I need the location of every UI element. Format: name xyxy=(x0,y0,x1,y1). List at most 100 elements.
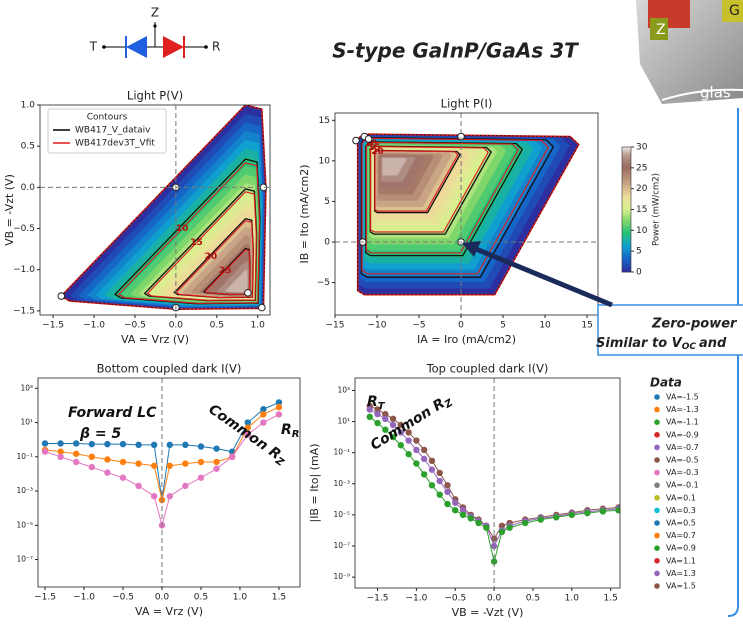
data-point xyxy=(405,437,412,444)
colorbar-cell xyxy=(622,209,631,212)
colorbar-tick-label: 25 xyxy=(636,163,647,173)
data-point xyxy=(104,440,111,448)
circuit-diagram: Z T R xyxy=(89,6,220,58)
arrow-head xyxy=(462,241,481,257)
x-tick-label: 1.0 xyxy=(251,321,266,331)
colorbar-cell xyxy=(622,165,631,169)
legend-label: VA=0.5 xyxy=(666,519,696,528)
data-point xyxy=(88,440,96,448)
colorbar-cell xyxy=(622,147,631,150)
colorbar-cell xyxy=(622,199,631,202)
colorbar-cell xyxy=(622,192,631,196)
y-tick-label: 0.0 xyxy=(21,183,36,193)
legend-label: WB417_V_dataiv xyxy=(75,126,151,136)
legend-box xyxy=(47,108,167,154)
data-point xyxy=(73,450,80,457)
node-label: Z xyxy=(151,6,159,20)
colorbar-cell xyxy=(622,169,631,173)
contour-label: 10 xyxy=(176,224,189,234)
data-point xyxy=(275,411,283,418)
y-tick-label: 10¹ xyxy=(337,417,350,426)
colorbar-cell xyxy=(622,259,631,262)
contour-label: 25 xyxy=(219,266,232,276)
axes-frame xyxy=(334,112,599,316)
data-point xyxy=(521,519,529,527)
x-tick-label: 0.5 xyxy=(210,321,224,331)
colorbar-cell xyxy=(622,228,631,231)
data-point xyxy=(182,460,189,467)
legend-swatch xyxy=(654,469,660,476)
legend-label: VA=1.3 xyxy=(666,569,696,578)
data-point xyxy=(275,403,283,411)
colorbar-cell xyxy=(622,224,631,227)
data-point xyxy=(397,421,405,429)
y-tick-label: 10³ xyxy=(337,385,350,394)
data-point xyxy=(166,441,173,449)
data-point xyxy=(537,516,544,523)
data-point xyxy=(405,450,412,458)
data-point xyxy=(135,441,142,449)
y-axis-label: |IB = Ito| (mA) xyxy=(308,443,321,522)
data-point xyxy=(444,500,451,508)
colorbar-label: Power (mW/cm2) xyxy=(652,173,662,246)
data-point xyxy=(413,446,420,454)
device-label: Z xyxy=(656,22,666,38)
colorbar-cell xyxy=(622,172,631,175)
y-tick-label: 10⁻³ xyxy=(333,479,350,488)
colorbar-cell xyxy=(622,236,631,239)
colorbar-cell xyxy=(622,217,631,221)
contour-fit xyxy=(365,141,519,254)
x-tick-label: −1.0 xyxy=(83,321,105,331)
data-point xyxy=(584,509,591,517)
slide-title: S-type GaInP/GaAs 3T xyxy=(332,39,579,63)
colorbar-tick-label: 15 xyxy=(636,205,647,215)
data-point xyxy=(436,491,443,498)
y-tick-label: 10⁻⁷ xyxy=(16,555,33,564)
marker xyxy=(364,135,373,143)
x-tick-label: 0.5 xyxy=(526,594,540,604)
x-tick-label: 15 xyxy=(581,321,592,331)
y-tick-label: 15 xyxy=(319,116,330,126)
legend-label: VA=-0.3 xyxy=(666,468,699,477)
contour-fit xyxy=(117,162,261,304)
data-point xyxy=(382,415,389,423)
legend-label: VA=-0.7 xyxy=(666,443,699,452)
data-point xyxy=(135,460,142,467)
x-tick-label: 1.5 xyxy=(604,594,618,604)
data-point xyxy=(413,437,420,444)
data-point xyxy=(467,515,474,522)
colorbar-cell xyxy=(622,149,631,152)
colorbar-cell xyxy=(622,155,631,158)
y-tick-label: 10⁻¹ xyxy=(333,448,350,457)
data-point xyxy=(104,456,111,463)
colorbar-cell xyxy=(622,190,631,194)
data-point xyxy=(374,410,381,418)
chart-title: Top coupled dark I(V) xyxy=(426,362,549,376)
data-point xyxy=(490,558,498,565)
callout-sub: OC xyxy=(682,342,697,352)
y-tick-label: 10⁻⁷ xyxy=(333,541,350,550)
colorbar-cell xyxy=(622,242,631,246)
data-point xyxy=(420,455,428,463)
data-point xyxy=(57,448,64,455)
colorbar-cell xyxy=(622,211,631,214)
data-point xyxy=(374,419,381,427)
x-axis-label: VA = Vrz (V) xyxy=(135,605,203,618)
x-tick-label: 0.0 xyxy=(169,321,184,331)
annotation-text: R xyxy=(367,394,378,410)
colorbar-cell xyxy=(622,249,631,252)
annotation-text: β = 5 xyxy=(79,426,122,442)
data-point xyxy=(166,493,173,500)
y-tick-label: −5 xyxy=(317,278,330,288)
data-point xyxy=(374,406,381,413)
legend-label: VA=0.7 xyxy=(666,531,696,540)
colorbar-cell xyxy=(622,153,631,156)
x-tick-label: −0.5 xyxy=(112,593,134,603)
y-tick-label: −1.0 xyxy=(13,265,35,275)
x-tick-label: 0.5 xyxy=(194,593,208,603)
colorbar-cell xyxy=(622,174,631,177)
colorbar-cell xyxy=(622,157,631,160)
charts: Light P(V)VA = Vrz (V)VB = -Vzt (V) 10152… xyxy=(3,89,662,620)
y-tick-label: 10⁻⁵ xyxy=(333,510,350,519)
axes-frame xyxy=(354,377,621,589)
